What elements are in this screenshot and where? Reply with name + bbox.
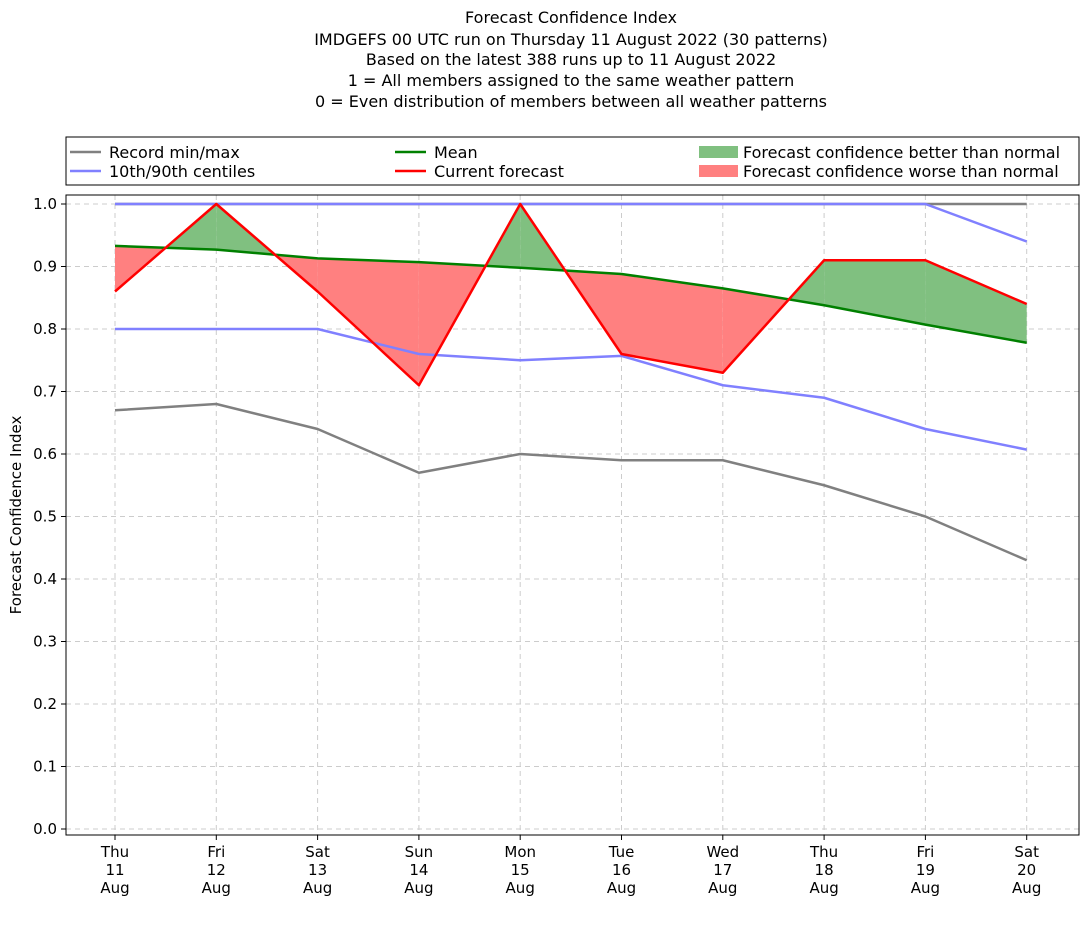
title-line-3: 1 = All members assigned to the same wea… xyxy=(348,71,795,90)
x-tick-label-5-2: Aug xyxy=(607,879,636,897)
y-tick-label-6: 0.6 xyxy=(33,445,57,463)
y-tick-label-10: 1.0 xyxy=(33,195,57,213)
x-tick-label-4-1: 15 xyxy=(511,861,530,879)
fill-better-8-0 xyxy=(925,260,1027,343)
x-tick-label-9-1: 20 xyxy=(1017,861,1036,879)
fill-better-7-0 xyxy=(824,260,926,325)
y-tick-label-4: 0.4 xyxy=(33,570,57,588)
y-tick-label-5: 0.5 xyxy=(33,508,57,526)
x-tick-label-2-2: Aug xyxy=(303,879,332,897)
confidence-fills xyxy=(115,204,1027,386)
x-tick-label-3-2: Aug xyxy=(404,879,433,897)
y-tick-label-3: 0.3 xyxy=(33,633,57,651)
y-tick-label-2: 0.2 xyxy=(33,695,57,713)
legend-label-5: Forecast confidence worse than normal xyxy=(743,162,1059,181)
x-tick-label-1-2: Aug xyxy=(202,879,231,897)
fill-worse-2-0 xyxy=(317,258,419,386)
x-tick-label-5-0: Tue xyxy=(608,843,635,861)
x-tick-label-6-0: Wed xyxy=(706,843,739,861)
axes: 0.00.10.20.30.40.50.60.70.80.91.0Thu11Au… xyxy=(7,194,1080,897)
y-tick-label-1: 0.1 xyxy=(33,758,57,776)
x-tick-label-4-0: Mon xyxy=(504,843,536,861)
x-tick-label-9-0: Sat xyxy=(1014,843,1039,861)
plot-frame xyxy=(65,194,1080,836)
x-tick-label-3-0: Sun xyxy=(405,843,434,861)
y-tick-label-8: 0.8 xyxy=(33,320,57,338)
series-mean xyxy=(114,244,1027,344)
legend-label-1: 10th/90th centiles xyxy=(109,162,255,181)
legend-label-3: Current forecast xyxy=(434,162,564,181)
title-line-4: 0 = Even distribution of members between… xyxy=(315,92,827,111)
x-tick-label-0-2: Aug xyxy=(100,879,129,897)
y-tick-label-9: 0.9 xyxy=(33,258,57,276)
legend-label-2: Mean xyxy=(434,143,478,162)
grid xyxy=(66,195,1079,835)
series-record-min xyxy=(114,402,1028,562)
x-tick-label-7-2: Aug xyxy=(809,879,838,897)
y-tick-label-0: 0.0 xyxy=(33,820,57,838)
legend-label-0: Record min/max xyxy=(109,143,240,162)
x-tick-label-5-1: 16 xyxy=(612,861,631,879)
x-tick-label-4-2: Aug xyxy=(506,879,535,897)
series-current-forecast xyxy=(114,202,1028,387)
x-tick-label-0-0: Thu xyxy=(100,843,129,861)
x-tick-label-8-2: Aug xyxy=(911,879,940,897)
x-tick-label-1-0: Fri xyxy=(207,843,225,861)
chart-title: Forecast Confidence Index IMDGEFS 00 UTC … xyxy=(314,8,828,111)
series-centile-90 xyxy=(115,202,1028,243)
title-line-1: IMDGEFS 00 UTC run on Thursday 11 August… xyxy=(314,30,828,49)
x-tick-label-0-1: 11 xyxy=(105,861,124,879)
title-line-2: Based on the latest 388 runs up to 11 Au… xyxy=(366,50,776,69)
y-axis-label: Forecast Confidence Index xyxy=(7,416,25,615)
x-tick-label-7-1: 18 xyxy=(815,861,834,879)
legend-swatch-4 xyxy=(699,146,738,158)
x-tick-label-2-0: Sat xyxy=(305,843,330,861)
fill-worse-6-0 xyxy=(722,288,789,373)
legend-label-4: Forecast confidence better than normal xyxy=(743,143,1060,162)
x-tick-label-9-2: Aug xyxy=(1012,879,1041,897)
x-tick-label-8-1: 19 xyxy=(916,861,935,879)
x-tick-label-7-0: Thu xyxy=(809,843,838,861)
x-tick-label-6-1: 17 xyxy=(713,861,732,879)
x-tick-label-2-1: 13 xyxy=(308,861,327,879)
fill-worse-5-0 xyxy=(621,274,723,373)
series-lines xyxy=(114,202,1028,562)
x-tick-label-8-0: Fri xyxy=(916,843,934,861)
series-centile-10 xyxy=(115,327,1027,451)
title-line-0: Forecast Confidence Index xyxy=(465,8,677,27)
y-tick-label-7: 0.7 xyxy=(33,383,57,401)
x-tick-label-1-1: 12 xyxy=(207,861,226,879)
legend-swatch-5 xyxy=(699,165,738,177)
legend-frame xyxy=(65,136,1080,186)
x-tick-label-3-1: 14 xyxy=(409,861,428,879)
x-tick-label-6-2: Aug xyxy=(708,879,737,897)
